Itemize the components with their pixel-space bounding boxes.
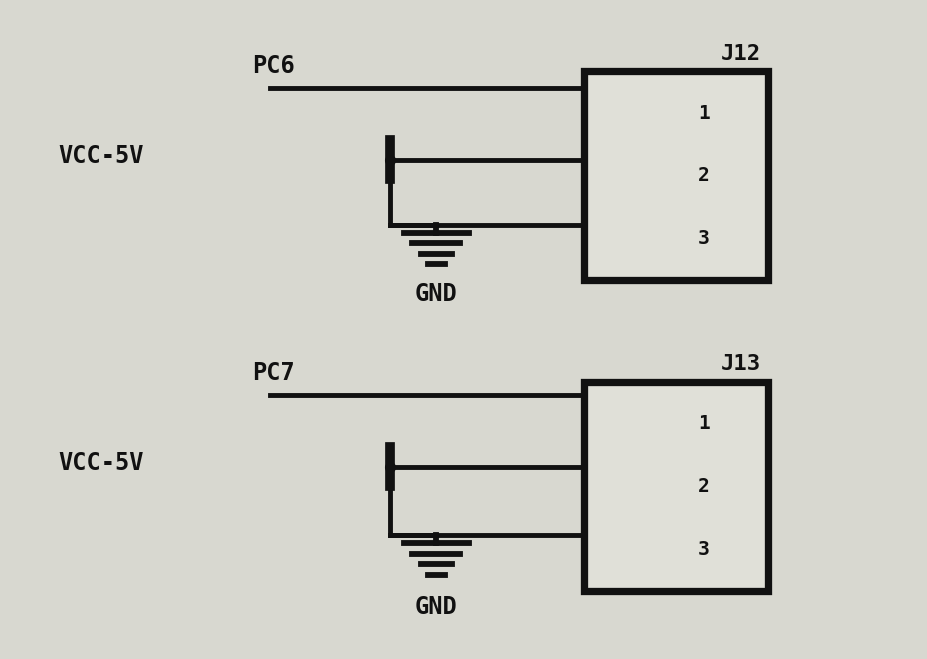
Text: 1: 1 <box>697 103 709 123</box>
Bar <box>583 382 768 591</box>
Bar <box>583 71 768 281</box>
Text: VCC-5V: VCC-5V <box>58 144 144 168</box>
Text: VCC-5V: VCC-5V <box>58 451 144 475</box>
Text: PC7: PC7 <box>251 361 294 385</box>
Text: GND: GND <box>414 281 457 306</box>
Text: 2: 2 <box>697 167 709 185</box>
Text: J13: J13 <box>720 354 760 374</box>
Text: 2: 2 <box>697 477 709 496</box>
Text: GND: GND <box>414 595 457 619</box>
Text: 3: 3 <box>697 540 709 559</box>
Text: PC6: PC6 <box>251 54 294 78</box>
Text: 1: 1 <box>697 414 709 433</box>
Text: 3: 3 <box>697 229 709 248</box>
Text: J12: J12 <box>720 43 760 63</box>
